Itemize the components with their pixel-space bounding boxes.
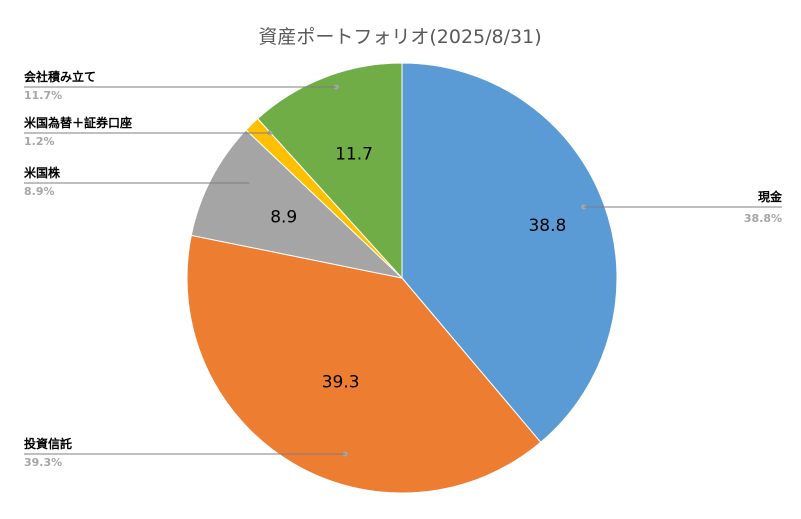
slice-callouts: 現金 38.8% 投資信託 39.3% 米国株 8.9% 米国為替＋証券口座 1.2% 会社積み… xyxy=(24,69,783,469)
callout-percent: 38.8% xyxy=(744,212,782,225)
pie-slice-1 xyxy=(401,62,618,443)
callout-percent: 39.3% xyxy=(24,456,62,469)
callout-percent: 11.7% xyxy=(24,89,62,102)
slice-value-label: 11.7 xyxy=(335,145,373,165)
slice-value-label: 8.9 xyxy=(270,207,297,227)
pie-slice-5 xyxy=(256,62,403,280)
slice-value-labels: 38.8 39.3 8.9 11.7 xyxy=(270,145,566,393)
callout-category-name: 米国株 xyxy=(24,165,61,180)
chart-title: 資産ポートフォリオ(2025/8/31) xyxy=(258,26,541,48)
callout-category-name: 米国為替＋証券口座 xyxy=(24,115,132,130)
slice-value-label: 39.3 xyxy=(322,373,360,393)
callout-percent: 1.2% xyxy=(24,135,55,148)
callout-category-name: 現金 xyxy=(758,189,783,204)
callout-percent: 8.9% xyxy=(24,185,55,198)
slice-value-label: 38.8 xyxy=(528,216,566,236)
callout-category-name: 投資信託 xyxy=(24,436,72,451)
callout-category-name: 会社積み立て xyxy=(24,69,96,84)
pie-slice-2 xyxy=(186,234,542,494)
pie-slices xyxy=(186,62,618,494)
